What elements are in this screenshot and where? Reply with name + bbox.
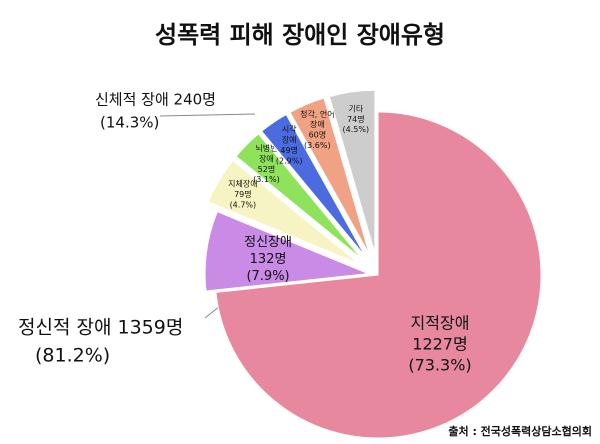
- slice-label: 132명: [250, 252, 287, 267]
- slice-label: 장애: [282, 134, 297, 144]
- slice-label: 49명: [280, 145, 298, 155]
- pie-slice: [207, 159, 360, 265]
- slice-label: (3.1%): [253, 175, 280, 184]
- slice-label: 정신장애: [244, 235, 292, 250]
- pie-slice: [260, 113, 367, 258]
- slice-label: 60명: [309, 130, 327, 140]
- slice-label: (73.3%): [408, 355, 471, 374]
- pie-slice: [289, 97, 370, 255]
- group-percent: (81.2%): [35, 345, 110, 367]
- group-label: 신체적 장애 240명: [95, 91, 216, 109]
- slice-label: 청각, 언어: [300, 109, 335, 119]
- slice-label: 79명: [234, 189, 252, 199]
- slice-label: (3.6%): [304, 141, 331, 150]
- slice-label: 장애: [259, 153, 274, 163]
- slice-label: (4.7%): [230, 200, 257, 209]
- slice-label: (4.5%): [343, 125, 370, 134]
- group-percent: (14.3%): [100, 114, 159, 132]
- slice-label: 1227명: [412, 335, 467, 354]
- slice-label: 74명: [347, 114, 365, 124]
- slice-label: 지체장애: [228, 179, 257, 189]
- source: 출처 : 전국성폭력상담소협의회: [448, 424, 592, 438]
- leader-line: [159, 113, 256, 117]
- pie-slice: [215, 111, 542, 439]
- group-label: 정신적 장애 1359명: [18, 317, 183, 339]
- pie-slice: [328, 89, 376, 254]
- slice-label: (7.9%): [246, 269, 289, 284]
- slice-label: 시각: [282, 124, 297, 134]
- pie-slice: [235, 133, 363, 260]
- chart-title: 성폭력 피해 장애인 장애유형: [155, 21, 445, 49]
- slice-label: (2.9%): [276, 156, 303, 165]
- slice-label: 뇌병변: [255, 143, 277, 153]
- pie-slice: [204, 211, 369, 292]
- slice-label: 기타: [348, 104, 363, 113]
- slice-label: 장애: [310, 119, 325, 129]
- slice-label: 지적장애: [411, 314, 470, 333]
- slice-label: 52명: [258, 164, 276, 174]
